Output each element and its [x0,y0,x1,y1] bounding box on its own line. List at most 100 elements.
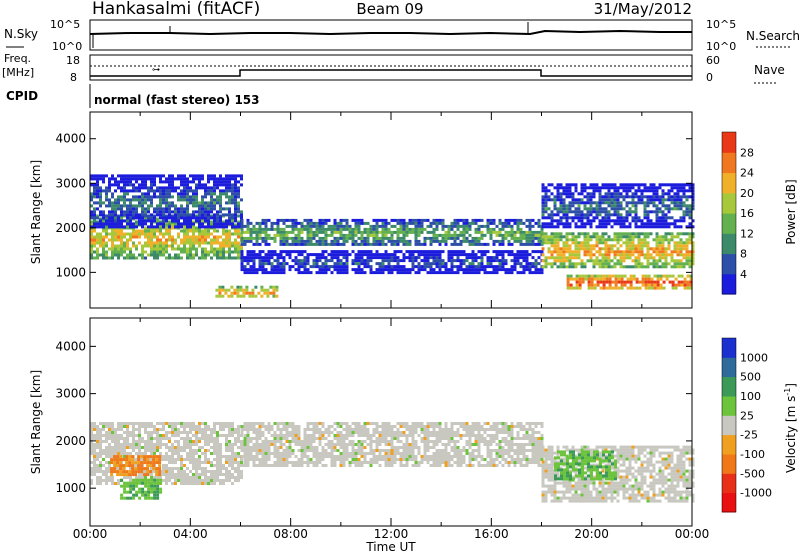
power-cell [489,233,493,237]
power-cell [444,239,448,243]
power-cell [610,244,614,248]
velocity-cell [126,425,129,428]
power-cell [625,265,629,269]
power-cell [604,219,608,223]
power-cell [541,207,545,211]
power-cell [186,225,189,229]
power-cell [550,256,554,260]
velocity-cell [216,461,219,464]
power-cell [683,286,687,290]
power-cell [234,210,237,214]
power-cell [147,244,150,248]
power-cell [640,192,644,196]
power-cell [664,225,668,229]
velocity-cell [186,446,189,449]
power-cell [643,216,647,220]
power-cell [417,233,421,237]
power-cell [330,230,334,234]
velocity-cell [243,452,247,455]
power-cell [528,271,532,275]
velocity-cell [150,422,153,425]
velocity-cell [204,422,207,425]
power-cell [580,219,584,223]
power-cell [646,219,650,223]
power-cell [562,222,566,226]
power-cell [225,177,228,181]
power-cell [664,259,668,263]
power-cell [634,259,638,263]
velocity-cell [147,481,151,485]
power-cell [683,280,687,284]
velocity-cell [231,431,234,434]
velocity-cell [93,428,96,431]
power-cell [132,216,135,220]
velocity-cell [96,428,99,431]
power-cell [408,250,412,254]
power-cell [661,183,665,187]
power-cell [333,268,337,272]
power-cell [583,253,587,257]
power-cell [345,218,349,222]
power-cell [661,250,665,254]
power-cell [462,236,466,240]
power-cell [679,225,683,229]
velocity-cell [264,428,268,431]
power-cell [402,227,406,231]
nave-label: Nave [754,63,785,77]
power-cell [547,235,551,239]
power-cell [243,224,247,228]
power-cell [571,219,575,223]
power-cell [372,218,376,222]
power-cell [414,250,418,254]
power-cell [613,244,617,248]
power-cell [225,189,228,193]
velocity-cell [114,446,117,449]
power-cell [132,186,135,190]
power-cell [336,227,340,231]
power-cell [486,271,490,275]
power-cell [260,288,264,292]
power-cell [676,189,680,193]
power-cell [593,283,597,287]
power-cell [183,238,186,242]
power-cell [528,221,532,225]
velocity-cell [138,437,141,440]
power-cell [580,216,584,220]
power-cell [210,225,213,229]
velocity-cell [213,449,216,452]
power-cell [108,183,111,187]
power-cell [132,225,135,229]
freq-label-line2: [MHz] [2,66,34,79]
power-cell [608,277,612,281]
velocity-cell [156,443,159,446]
power-cell [186,241,189,245]
power-cell [667,210,671,214]
power-cell [336,256,340,260]
power-cell [275,294,279,298]
power-cell [360,236,364,240]
power-cell [159,177,162,181]
power-cell [162,241,165,245]
velocity-cell [198,467,201,470]
power-cell [150,247,153,251]
power-cell [447,268,451,272]
velocity-cell [195,473,198,476]
power-cell [456,256,460,260]
power-cell [462,230,466,234]
power-cell [207,207,210,211]
power-cell [248,294,252,298]
power-cell [162,189,165,193]
velocity-cell [171,482,174,485]
power-cell [102,177,105,181]
power-cell [402,265,406,269]
velocity-cell [128,461,132,465]
power-cell [598,253,602,257]
power-cell [273,236,277,240]
power-cell [664,238,668,242]
power-cell [608,274,612,278]
power-cell [339,268,343,272]
velocity-cell [252,446,256,449]
power-cell [237,214,240,218]
velocity-cell [180,464,183,467]
